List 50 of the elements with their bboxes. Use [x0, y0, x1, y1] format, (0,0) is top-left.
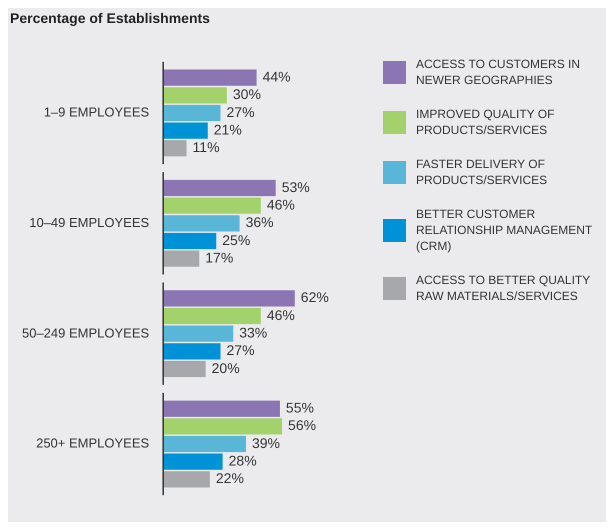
- bar: [163, 418, 282, 434]
- bar: [163, 290, 295, 306]
- bar: [163, 326, 234, 342]
- data-label: 27%: [226, 104, 255, 120]
- data-label: 33%: [239, 324, 268, 341]
- bar: [163, 436, 246, 452]
- data-label: 25%: [222, 232, 250, 248]
- bar: [163, 180, 276, 196]
- y-tick-label: 1–9 EMPLOYEES: [44, 104, 150, 120]
- bar: [163, 454, 223, 470]
- data-label: 39%: [252, 434, 280, 451]
- data-label: 30%: [232, 86, 261, 102]
- bar: [163, 140, 187, 156]
- data-label: 62%: [300, 289, 329, 306]
- data-label: 56%: [288, 417, 316, 434]
- data-label: 36%: [246, 214, 274, 230]
- data-label: 46%: [266, 306, 295, 323]
- data-label: 21%: [214, 121, 242, 138]
- data-label: 11%: [192, 139, 220, 156]
- legend-label: FASTER DELIVERY OF PRODUCTS/SERVICES: [416, 156, 548, 188]
- data-label: 22%: [216, 470, 244, 486]
- data-label: 28%: [228, 452, 257, 469]
- bar: [163, 232, 216, 250]
- bar: [163, 104, 220, 122]
- bar: [163, 471, 210, 488]
- data-label: 44%: [262, 68, 291, 85]
- bar: [163, 360, 206, 378]
- data-label: 27%: [226, 342, 255, 358]
- bar: [163, 87, 227, 104]
- bar: [163, 400, 280, 417]
- data-label: 46%: [266, 196, 295, 213]
- chart-title: Percentage of Establishments: [9, 9, 211, 28]
- data-label: 55%: [286, 400, 314, 416]
- legend-label: IMPROVED QUALITY OF PRODUCTS/SERVICES: [416, 106, 556, 138]
- bar: [163, 250, 200, 267]
- data-label: 20%: [212, 360, 240, 376]
- legend-label: ACCESS TO CUSTOMERS IN NEWER GEOGRAPHIES: [416, 56, 582, 88]
- y-tick-label: 10–49 EMPLOYEES: [29, 214, 150, 230]
- bar: [163, 215, 240, 232]
- bar: [163, 70, 257, 86]
- bar: [163, 343, 220, 360]
- y-tick-label: 50–249 EMPLOYEES: [22, 325, 150, 340]
- data-label: 53%: [282, 178, 310, 195]
- data-label: 17%: [205, 249, 234, 266]
- bar: [163, 198, 261, 214]
- bar: [163, 308, 261, 324]
- bar: [163, 122, 208, 139]
- legend-label: ACCESS TO BETTER QUALITY RAW MATERIALS/SERVICES: [416, 272, 592, 304]
- legend-label: BETTER CUSTOMER RELATIONSHIP MANAGEMENT (CRM): [416, 206, 594, 254]
- y-tick-label: 250+ EMPLOYEES: [36, 436, 150, 451]
